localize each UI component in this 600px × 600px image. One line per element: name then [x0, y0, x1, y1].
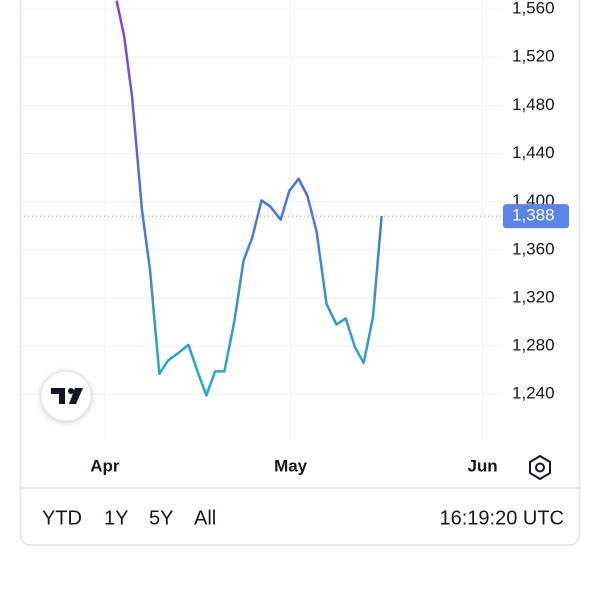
- logo[interactable]: [40, 370, 92, 422]
- y-tick-label: 1,280: [512, 336, 555, 355]
- range-button[interactable]: 1Y: [104, 507, 128, 529]
- y-tick-label: 1,480: [512, 95, 555, 114]
- range-button[interactable]: 5Y: [149, 507, 173, 529]
- price-line: [115, 0, 383, 397]
- y-tick-label: 1,360: [512, 239, 555, 258]
- y-tick-label: 1,240: [512, 384, 555, 403]
- card-frame: [19, 0, 581, 546]
- x-tick-label: Apr: [90, 456, 120, 475]
- range-button[interactable]: YTD: [42, 507, 82, 529]
- y-tick-label: 1,560: [512, 0, 555, 18]
- y-tick-label: 1,520: [512, 47, 555, 66]
- x-tick-label: Jun: [467, 456, 497, 475]
- x-tick-label: May: [274, 456, 308, 475]
- range-button[interactable]: All: [194, 507, 216, 529]
- settings-icon[interactable]: [529, 455, 551, 480]
- clock: 16:19:20 UTC: [439, 507, 564, 529]
- last-price-badge: [503, 204, 569, 229]
- last-price-label: 1,388: [512, 206, 555, 225]
- y-tick-label: 1,320: [512, 287, 555, 306]
- y-tick-label: 1,440: [512, 143, 555, 162]
